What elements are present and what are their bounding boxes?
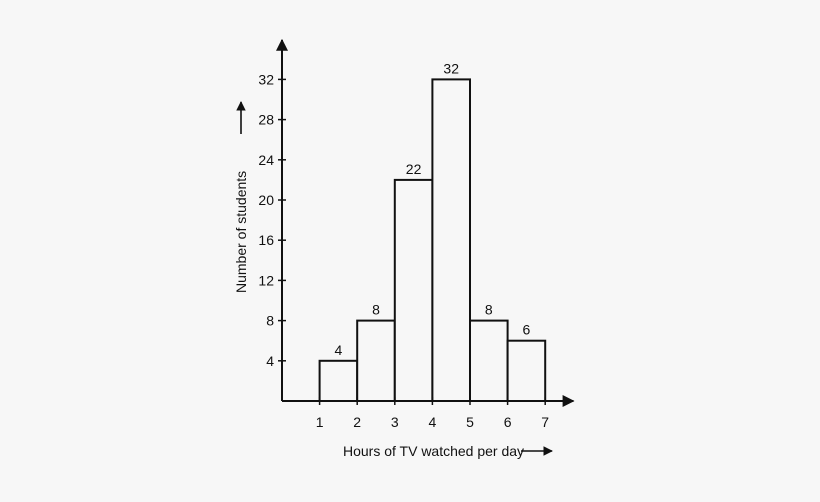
y-tick-label: 8 xyxy=(266,313,274,329)
x-tick-label: 3 xyxy=(391,414,399,430)
histogram-bar xyxy=(506,339,547,403)
y-axis-title-group: Number of students xyxy=(233,101,249,293)
x-ticks: 1 2 3 4 5 6 7 xyxy=(316,397,549,430)
x-tick-label: 5 xyxy=(466,414,474,430)
y-tick-label: 4 xyxy=(266,353,274,369)
y-tick-label: 16 xyxy=(258,232,274,248)
y-tick-label: 32 xyxy=(258,71,274,87)
histogram-bar xyxy=(469,319,509,403)
bar-value-label: 32 xyxy=(443,60,459,76)
x-tick-label: 7 xyxy=(541,414,549,430)
bar-value-label: 6 xyxy=(523,322,531,338)
x-tick-label: 1 xyxy=(316,414,324,430)
bar-value-label: 8 xyxy=(372,302,380,318)
data-labels-layer: 4 8 22 32 8 6 xyxy=(335,60,531,357)
x-axis-title: Hours of TV watched per day xyxy=(343,443,524,459)
y-tick-label: 20 xyxy=(258,192,274,208)
histogram-bar xyxy=(393,178,434,402)
bars-layer xyxy=(318,78,547,403)
y-axis-title: Number of students xyxy=(233,171,249,293)
bar-value-label: 22 xyxy=(406,161,422,177)
x-tick-label: 6 xyxy=(504,414,512,430)
y-ticks: 4 8 12 16 20 24 28 32 xyxy=(258,71,286,369)
y-tick-label: 12 xyxy=(258,272,274,288)
histogram-bar xyxy=(356,319,396,403)
x-tick-label: 2 xyxy=(353,414,361,430)
bar-value-label: 4 xyxy=(335,342,343,358)
x-axis-title-group: Hours of TV watched per day xyxy=(343,443,553,459)
histogram-bar xyxy=(318,359,359,402)
y-tick-label: 28 xyxy=(258,112,274,128)
histogram-bar xyxy=(431,78,471,403)
bar-value-label: 8 xyxy=(485,302,493,318)
x-tick-label: 4 xyxy=(429,414,437,430)
y-tick-label: 24 xyxy=(258,152,274,168)
